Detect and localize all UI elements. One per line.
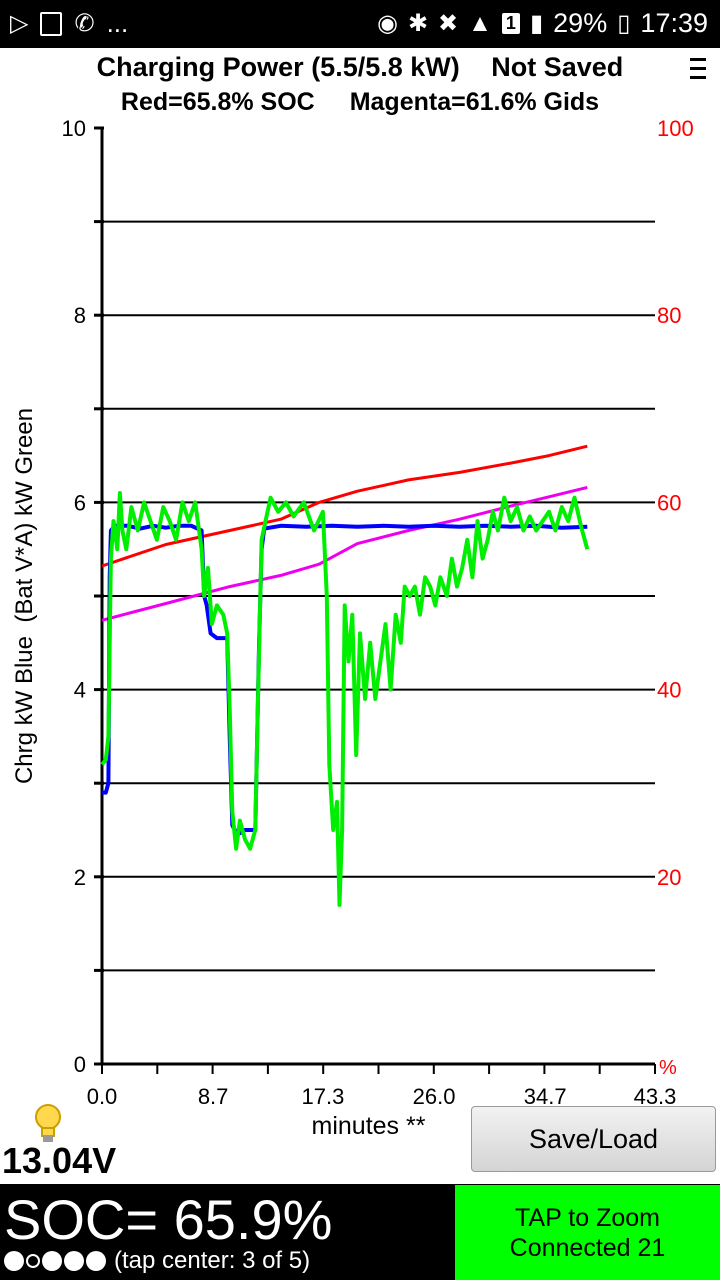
x-tick-label: 26.0 [413, 1084, 456, 1109]
mute-icon: ✖ [438, 9, 459, 37]
y2-tick-label: 40 [657, 678, 681, 703]
battery-percent: 29% [553, 8, 608, 38]
battery-charging-icon: ▯ [617, 9, 631, 37]
page-dot [4, 1251, 24, 1271]
clock: 17:39 [640, 8, 708, 38]
x-axis-label: minutes ** [312, 1112, 426, 1140]
signal-icon: ▮ [529, 9, 544, 37]
page-dot-current [26, 1254, 40, 1268]
y-tick-label: 10 [62, 116, 86, 141]
location-icon: ◉ [376, 9, 398, 37]
y2-tick-label: 20 [657, 865, 681, 890]
y-tick-label: 2 [74, 865, 86, 890]
page-dot [64, 1251, 84, 1271]
voltage-readout: 13.04V [2, 1140, 117, 1181]
zoom-connection-panel[interactable]: TAP to Zoom Connected 21 [455, 1185, 720, 1280]
tap-hint: (tap center: 3 of 5) [114, 1247, 311, 1274]
sim-indicator: 1 [501, 13, 520, 34]
x-tick-label: 34.7 [524, 1084, 567, 1109]
viber-icon: ✆ [74, 9, 95, 37]
y2-tick-label: 100 [657, 116, 694, 141]
wifi-icon: ▲ [468, 9, 492, 37]
x-tick-label: 17.3 [302, 1084, 345, 1109]
series-line-magenta [101, 485, 588, 622]
gids-legend: Magenta=61.6% Gids [349, 88, 600, 116]
x-tick-label: 8.7 [198, 1084, 229, 1109]
bluetooth-icon: ✱ [407, 9, 429, 37]
charging-power-chart[interactable]: 0 2 4 6 8 10 20 40 60 80 100% 0.0 8.7 17.3 26.0 34.7 43.… [0, 110, 720, 1140]
page-dot [86, 1251, 106, 1271]
page-indicator: (tap center: 3 of 5) [4, 1247, 310, 1275]
save-load-button[interactable]: Save/Load [471, 1106, 716, 1172]
chart-title: Charging Power (5.5/5.8 kW) [96, 52, 460, 82]
y-tick-label: 4 [74, 678, 86, 703]
series-line-green [100, 491, 590, 907]
overflow-menu-icon[interactable] [690, 58, 706, 82]
notification-overflow: ... [106, 8, 129, 38]
zoom-hint: TAP to Zoom [515, 1203, 660, 1232]
lightbulb-icon[interactable] [32, 1102, 64, 1146]
connection-status: Connected 21 [509, 1233, 666, 1262]
play-store-icon: ▷ [10, 9, 29, 37]
soc-readout[interactable]: SOC= 65.9% [4, 1188, 333, 1251]
y2-tick-label: 60 [657, 490, 681, 515]
legend-row: Red=65.8% SOC Magenta=61.6% Gids [0, 88, 720, 117]
gallery-icon [40, 11, 63, 36]
soc-legend: Red=65.8% SOC [120, 88, 315, 116]
y2-tick-label: 80 [657, 303, 681, 328]
status-bar: ▷ ✆ ... ◉ ✱ ✖ ▲ 1 ▮ 29% ▯ 17:39 [0, 0, 720, 48]
y2-unit-label: % [659, 1057, 677, 1079]
x-tick-label: 43.3 [634, 1084, 677, 1109]
y-axis-label: Chrg kW Blue (Bat V*A) kW Green [11, 408, 38, 784]
y-tick-label: 6 [74, 490, 86, 515]
x-tick-label: 0.0 [87, 1084, 118, 1109]
page-dot [42, 1251, 62, 1271]
series-line-red [101, 444, 588, 568]
chart-title-row: Charging Power (5.5/5.8 kW) Not Saved [0, 52, 720, 83]
y-tick-label: 8 [74, 303, 86, 328]
saved-status: Not Saved [491, 52, 624, 82]
y-tick-label: 0 [74, 1052, 86, 1077]
